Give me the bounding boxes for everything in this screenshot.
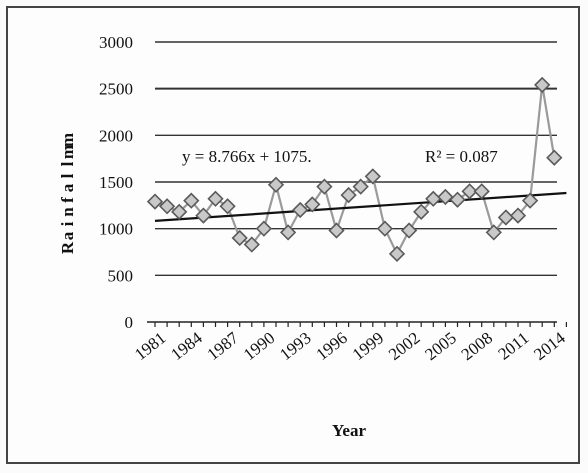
data-point-marker — [183, 192, 200, 209]
data-point-marker — [243, 236, 260, 253]
data-point-marker — [340, 186, 357, 204]
data-point-marker — [158, 198, 176, 215]
linear-trendline — [154, 191, 567, 222]
y-tick-label: 1000 — [99, 220, 133, 239]
data-point-marker — [534, 76, 551, 94]
x-tick-label: 1999 — [349, 328, 387, 364]
x-tick-label: 2005 — [421, 328, 459, 364]
data-point-marker — [328, 222, 345, 239]
x-tick-label: 2014 — [530, 328, 569, 364]
data-point-marker — [195, 207, 212, 224]
data-point-marker — [546, 149, 563, 166]
data-point-marker — [316, 178, 333, 195]
data-point-marker — [292, 201, 309, 219]
y-tick-label: 1500 — [99, 173, 133, 192]
y-tick-label: 500 — [108, 266, 134, 285]
y-axis-title-char: l — [58, 161, 77, 166]
y-axis-title-char: m — [58, 133, 77, 147]
data-point-marker — [485, 224, 502, 241]
data-point-marker — [352, 178, 369, 195]
data-point-marker — [146, 193, 164, 210]
y-axis-title-char: i — [58, 221, 77, 226]
data-point-marker — [449, 191, 466, 208]
series-polyline — [154, 83, 556, 255]
data-point-marker — [521, 192, 539, 209]
y-tick-label: 2500 — [99, 80, 133, 99]
x-tick-label: 1984 — [167, 328, 206, 364]
x-tick-label: 1987 — [204, 328, 243, 364]
y-axis-title-char: f — [58, 197, 77, 203]
x-axis-title: Year — [332, 421, 366, 440]
x-tick-label: 1990 — [240, 328, 278, 364]
data-point-marker — [279, 224, 297, 241]
data-point-marker — [207, 190, 224, 207]
data-point-marker — [304, 196, 321, 213]
x-tick-label: 1981 — [131, 328, 169, 364]
data-point-marker — [364, 168, 381, 185]
data-point-marker — [376, 220, 394, 237]
r-squared-label: R² = 0.087 — [425, 147, 498, 166]
x-axis — [147, 321, 568, 327]
y-tick-label: 0 — [125, 313, 134, 332]
data-point-marker — [171, 203, 188, 220]
data-point-marker — [413, 203, 430, 220]
y-tick-label: 3000 — [99, 33, 133, 52]
data-point-marker — [400, 222, 418, 239]
y-axis-title-char: n — [58, 207, 77, 217]
data-point-marker — [255, 220, 273, 237]
x-tick-label: 2002 — [385, 328, 423, 364]
series-line — [154, 83, 556, 255]
data-point-marker — [461, 183, 478, 200]
x-tick-labels: 1981198419871990199319961999200220052008… — [131, 328, 569, 364]
y-axis-title-char: a — [58, 183, 77, 192]
data-point-marker — [267, 176, 285, 193]
x-tick-label: 1996 — [312, 328, 350, 364]
trendline-equation: y = 8.766x + 1075. — [182, 147, 312, 166]
data-point-marker — [473, 183, 490, 200]
y-axis-title-char: R — [58, 241, 77, 254]
x-tick-label: 2008 — [458, 328, 496, 364]
trendline — [154, 191, 567, 222]
x-tick-label: 2011 — [494, 328, 532, 364]
data-point-marker — [219, 198, 236, 215]
data-point-marker — [388, 245, 406, 262]
x-tick-label: 1993 — [276, 328, 314, 364]
data-markers — [146, 76, 563, 262]
data-point-marker — [437, 188, 454, 206]
data-point-marker — [231, 229, 248, 247]
data-point-marker — [509, 207, 527, 224]
y-tick-label: 2000 — [99, 126, 133, 145]
y-tick-labels: 0 500 1000 1500 2000 2500 3000 — [99, 33, 133, 332]
y-axis-title-char: a — [58, 231, 77, 240]
y-axis-title-char: m — [58, 145, 77, 159]
y-axis-title-char: l — [58, 173, 77, 178]
